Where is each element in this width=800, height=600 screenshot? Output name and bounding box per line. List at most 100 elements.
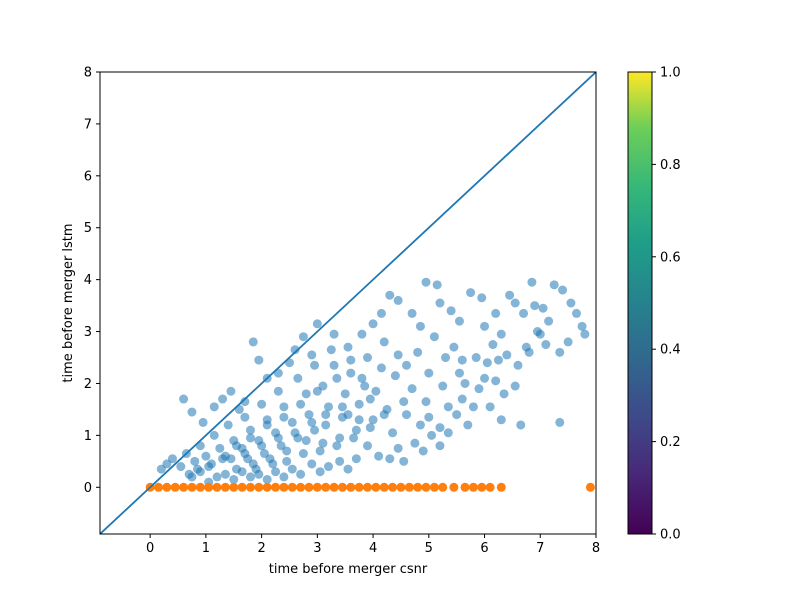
- data-point: [555, 417, 565, 427]
- data-point: [315, 467, 325, 477]
- y-tick-label: 1: [84, 429, 92, 444]
- colorbar-tick-label: 0.2: [660, 435, 681, 450]
- data-point: [446, 306, 456, 316]
- data-point: [209, 430, 219, 440]
- data-point: [282, 456, 292, 466]
- data-point: [209, 402, 219, 412]
- data-point: [457, 355, 467, 365]
- data-point: [427, 430, 437, 440]
- data-point: [449, 342, 459, 352]
- data-point: [485, 402, 495, 412]
- data-point: [296, 399, 306, 409]
- data-point: [201, 451, 211, 461]
- x-tick-label: 5: [425, 541, 433, 556]
- data-point: [460, 378, 470, 388]
- data-point: [549, 280, 559, 290]
- data-point: [505, 290, 515, 300]
- data-point: [580, 329, 590, 339]
- colorbar-tick-label: 0.4: [660, 343, 681, 358]
- data-point: [421, 482, 431, 492]
- data-point: [376, 363, 386, 373]
- data-point: [310, 360, 320, 370]
- x-tick-label: 6: [480, 541, 488, 556]
- data-point: [477, 482, 487, 492]
- colorbar-tick-label: 1.0: [660, 66, 681, 81]
- y-tick-label: 4: [84, 273, 92, 288]
- data-point: [477, 293, 487, 303]
- data-point: [179, 394, 189, 404]
- data-point: [480, 373, 490, 383]
- data-point: [563, 337, 573, 347]
- data-point: [410, 438, 420, 448]
- data-point: [212, 472, 222, 482]
- data-point: [385, 454, 395, 464]
- data-point: [468, 482, 478, 492]
- data-point: [435, 441, 445, 451]
- data-point: [351, 425, 361, 435]
- data-point: [156, 464, 166, 474]
- data-point: [357, 329, 367, 339]
- data-point: [388, 428, 398, 438]
- data-point: [429, 482, 439, 492]
- data-point: [218, 394, 228, 404]
- data-point: [558, 285, 568, 295]
- y-tick-label: 7: [84, 117, 92, 132]
- data-point: [307, 459, 317, 469]
- x-tick-label: 4: [369, 541, 377, 556]
- data-point: [323, 402, 333, 412]
- data-point: [326, 345, 336, 355]
- data-point: [571, 308, 581, 318]
- data-point: [279, 482, 289, 492]
- data-point: [555, 347, 565, 357]
- data-point: [491, 376, 501, 386]
- colorbar-tick-label: 0.6: [660, 250, 681, 265]
- data-point: [468, 402, 478, 412]
- data-point: [229, 482, 239, 492]
- colorbar-tick-label: 0.0: [660, 528, 681, 543]
- data-point: [257, 399, 267, 409]
- data-point: [154, 482, 164, 492]
- data-point: [273, 433, 283, 443]
- y-tick-label: 6: [84, 169, 92, 184]
- data-point: [195, 482, 205, 492]
- data-point: [323, 462, 333, 472]
- data-point: [301, 389, 311, 399]
- data-point: [279, 412, 289, 422]
- data-point: [363, 441, 373, 451]
- data-point: [429, 332, 439, 342]
- x-axis: 0 1 2 3 4 5 6 7 8: [146, 534, 600, 556]
- data-point: [304, 410, 314, 420]
- data-point: [315, 446, 325, 456]
- data-point: [413, 482, 423, 492]
- data-point: [262, 482, 272, 492]
- data-point: [296, 469, 306, 479]
- data-point: [198, 417, 208, 427]
- data-point: [365, 423, 375, 433]
- data-point: [257, 441, 267, 451]
- data-point: [279, 472, 289, 482]
- data-point: [441, 353, 451, 363]
- data-point: [493, 355, 503, 365]
- data-point: [215, 443, 225, 453]
- data-point: [510, 381, 520, 391]
- data-point: [454, 316, 464, 326]
- data-point: [290, 428, 300, 438]
- data-point: [318, 438, 328, 448]
- data-point: [521, 342, 531, 352]
- y-axis: 0 1 2 3 4 5 6 7 8: [84, 66, 100, 496]
- reference-line: [100, 72, 596, 534]
- data-point: [516, 420, 526, 430]
- data-point: [262, 420, 272, 430]
- y-tick-label: 3: [84, 325, 92, 340]
- data-point: [502, 350, 512, 360]
- data-point: [310, 425, 320, 435]
- data-point: [457, 394, 467, 404]
- data-point: [229, 474, 239, 484]
- data-point: [346, 482, 356, 492]
- data-point: [343, 464, 353, 474]
- data-point: [390, 371, 400, 381]
- data-point: [363, 482, 373, 492]
- data-point: [220, 469, 230, 479]
- data-point: [452, 410, 462, 420]
- data-point: [254, 482, 264, 492]
